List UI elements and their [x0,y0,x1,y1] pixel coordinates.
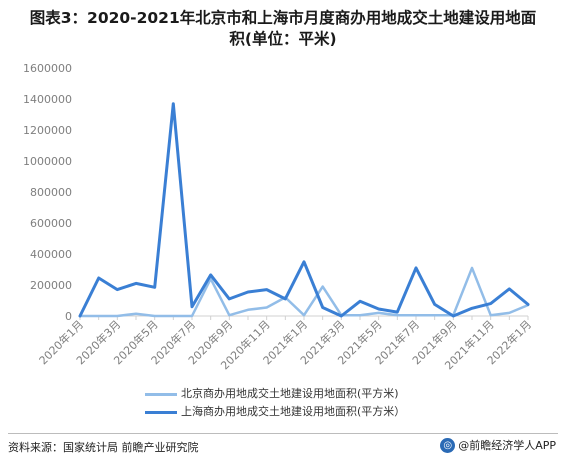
legend-item-beijing: 北京商办用地成交土地建设用地面积(平方米) [145,385,405,403]
legend-label-shanghai: 上海商办用地成交土地建设用地面积(平方米） [181,405,406,418]
y-tick-label: 400000 [30,248,72,261]
legend-swatch-shanghai [145,410,177,414]
chart-title: 图表3：2020-2021年北京市和上海市月度商办用地成交土地建设用地面 积(单… [0,8,566,50]
y-tick-label: 0 [65,310,72,323]
brand-label: ◎ @前瞻经济学人APP [440,437,556,453]
series-line-shanghai [78,102,530,318]
chart-title-line-1: 图表3：2020-2021年北京市和上海市月度商办用地成交土地建设用地面 [29,9,537,27]
y-tick-label: 1400000 [23,93,72,106]
y-tick-label: 600000 [30,217,72,230]
y-tick-label: 1000000 [23,155,72,168]
chart-title-line-2: 积(单位：平米) [229,30,337,48]
y-tick-label: 200000 [30,279,72,292]
series-line-beijing [78,266,530,318]
source-note: 资料来源：国家统计局 前瞻产业研究院 [8,441,199,454]
brand-text: @前瞻经济学人APP [458,439,556,452]
y-tick-label: 800000 [30,186,72,199]
y-tick-label: 1200000 [23,124,72,137]
footer-divider [8,433,558,434]
legend-swatch-beijing [145,392,177,396]
y-tick-label: 1600000 [23,62,72,75]
legend-item-shanghai: 上海商办用地成交土地建设用地面积(平方米） [145,403,405,421]
logo-icon: ◎ [440,437,456,453]
legend-label-beijing: 北京商办用地成交土地建设用地面积(平方米) [181,387,399,400]
chart-legend: 北京商办用地成交土地建设用地面积(平方米) 上海商办用地成交土地建设用地面积(平… [145,385,405,421]
